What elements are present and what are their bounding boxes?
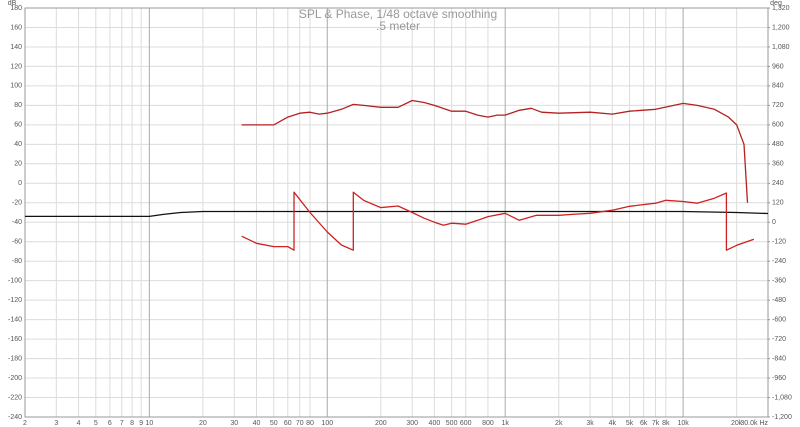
y2-axis-label: deg: [770, 0, 782, 7]
y2-tick-label: -600: [772, 316, 786, 323]
x-tick-label: 100: [321, 420, 333, 427]
y-tick-label: -160: [8, 336, 22, 343]
y-tick-label: 40: [14, 141, 22, 148]
plot-frame: [24, 7, 769, 418]
chart-title: SPL & Phase, 1/48 octave smoothing: [299, 7, 497, 21]
x-tick-label: 8: [130, 420, 134, 427]
y-tick-label: 180: [10, 5, 22, 12]
y2-tick-label: -1,080: [772, 394, 792, 401]
x-tick-label: 4k: [609, 420, 617, 427]
y-tick-label: -60: [12, 239, 22, 246]
x-tick-label: 2k: [555, 420, 563, 427]
y-tick-label: 0: [18, 180, 22, 187]
chart-subtitle: .5 meter: [376, 19, 420, 33]
x-tick-label: 400: [429, 420, 441, 427]
y-tick-label: -180: [8, 355, 22, 362]
x-tick-label: 5k: [626, 420, 634, 427]
x-tick-label: 300: [406, 420, 418, 427]
x-tick-label: 80: [306, 420, 314, 427]
y2-tick-label: -960: [772, 375, 786, 382]
x-tick-label: 6: [108, 420, 112, 427]
x-tick-label: 7: [120, 420, 124, 427]
y-tick-label: -40: [12, 219, 22, 226]
x-tick-label: 50: [270, 420, 278, 427]
y2-tick-label: 360: [772, 161, 784, 168]
y2-tick-label: 1,200: [772, 24, 790, 31]
y2-tick-label: -1,200: [772, 414, 792, 421]
y2-tick-label: 240: [772, 180, 784, 187]
y-tick-label: -100: [8, 278, 22, 285]
y-tick-label: -220: [8, 394, 22, 401]
y-tick-label: 20: [14, 161, 22, 168]
x-tick-label: 4: [77, 420, 81, 427]
y2-tick-label: 960: [772, 63, 784, 70]
x-tick-label: 70: [296, 420, 304, 427]
series-line: [25, 210, 769, 218]
series-line: [241, 191, 755, 251]
y-tick-label: -120: [8, 297, 22, 304]
x-tick-label: 6k: [640, 420, 648, 427]
y-tick-label: 160: [10, 24, 22, 31]
x-tick-label: 3: [54, 420, 58, 427]
x-tick-label: 600: [460, 420, 472, 427]
x-tick-label: 10k: [677, 420, 689, 427]
y2-tick-label: 1,080: [772, 44, 790, 51]
x-tick-label: 3k: [586, 420, 594, 427]
x-tick-label: 10: [145, 420, 153, 427]
x-tick-label: 1k: [501, 420, 509, 427]
y-tick-label: 60: [14, 122, 22, 129]
x-tick-label: 500: [446, 420, 458, 427]
y2-tick-label: 840: [772, 83, 784, 90]
y2-tick-label: -240: [772, 258, 786, 265]
y-tick-label: 80: [14, 102, 22, 109]
y2-tick-label: 1,320: [772, 5, 790, 12]
x-tick-label: 9: [139, 420, 143, 427]
y2-tick-label: 120: [772, 200, 784, 207]
x-tick-label: 20k: [731, 420, 743, 427]
y-tick-label: -20: [12, 200, 22, 207]
x-tick-label: 8k: [662, 420, 670, 427]
x-tick-label: 20: [199, 420, 207, 427]
y-tick-label: -140: [8, 316, 22, 323]
y-tick-label: -200: [8, 375, 22, 382]
x-tick-label: 5: [94, 420, 98, 427]
y-tick-label: 140: [10, 44, 22, 51]
x-tick-label: 30.0k Hz: [740, 420, 768, 427]
y2-tick-label: -720: [772, 336, 786, 343]
y2-tick-label: -480: [772, 297, 786, 304]
y2-tick-label: -360: [772, 278, 786, 285]
x-tick-label: 800: [482, 420, 494, 427]
y2-tick-label: 480: [772, 141, 784, 148]
x-tick-label: 200: [375, 420, 387, 427]
y-tick-label: -240: [8, 414, 22, 421]
y2-tick-label: 720: [772, 102, 784, 109]
x-tick-label: 2: [23, 420, 27, 427]
y2-tick-label: -840: [772, 355, 786, 362]
y2-tick-label: 600: [772, 122, 784, 129]
y-tick-label: -80: [12, 258, 22, 265]
x-tick-label: 30: [230, 420, 238, 427]
y-axis-label: dB: [8, 0, 17, 7]
y2-tick-label: 0: [772, 219, 776, 226]
y-tick-label: 100: [10, 83, 22, 90]
x-tick-label: 40: [253, 420, 261, 427]
y-tick-label: 120: [10, 63, 22, 70]
x-tick-label: 60: [284, 420, 292, 427]
series-line: [241, 99, 749, 203]
y2-tick-label: -120: [772, 239, 786, 246]
x-tick-label: 7k: [652, 420, 660, 427]
